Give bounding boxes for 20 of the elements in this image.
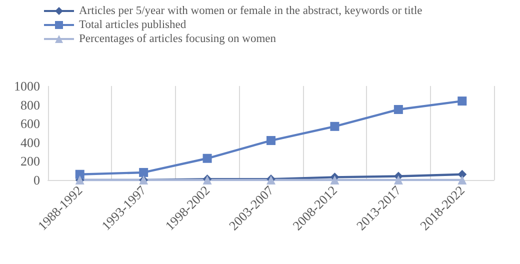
point (330, 176, 340, 184)
point (266, 136, 276, 146)
y-tick-label: 400 (20, 134, 40, 150)
point (394, 176, 403, 184)
point (139, 168, 148, 177)
point (75, 170, 84, 179)
legend-label: Percentages of articles focusing on women (79, 33, 276, 45)
point (458, 170, 467, 179)
point (202, 154, 212, 163)
y-tick-label: 0 (34, 172, 40, 188)
point (330, 122, 340, 131)
y-tick-label: 800 (20, 97, 40, 112)
y-tick-label: 600 (20, 116, 40, 132)
y-tick-label: 200 (20, 154, 40, 169)
y-tick-label: 1000 (14, 78, 40, 94)
point (394, 105, 403, 114)
point (458, 96, 467, 106)
legend-label: Articles per 5/year with women or female in the abstract, keywords or title (79, 5, 422, 17)
point (458, 176, 467, 184)
legend-label: Total articles published (79, 19, 186, 31)
